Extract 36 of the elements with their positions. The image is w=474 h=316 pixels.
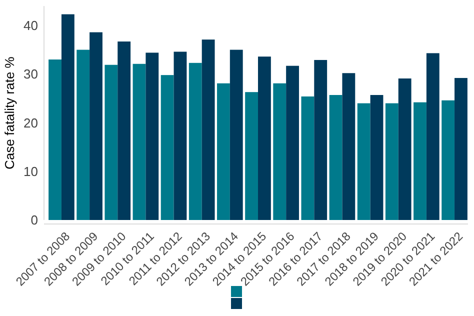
bar [76, 50, 90, 220]
bar [61, 14, 74, 220]
bar [217, 83, 230, 220]
bar [414, 102, 426, 220]
bar [442, 100, 455, 220]
bar [230, 50, 243, 220]
y-tick-label: 10 [24, 164, 38, 179]
bar [454, 78, 468, 220]
y-tick-label: 20 [24, 115, 38, 130]
bar [245, 92, 258, 220]
bar [286, 66, 299, 220]
bar [174, 52, 187, 220]
bar [118, 42, 131, 220]
bar [357, 103, 370, 220]
bar [273, 83, 286, 220]
bar [342, 73, 356, 220]
bar [329, 95, 342, 220]
bar [202, 40, 215, 220]
bar [188, 62, 202, 220]
y-tick-label: 40 [24, 18, 38, 34]
bar [160, 75, 174, 220]
bar [258, 56, 271, 220]
bar [314, 60, 328, 220]
bar [48, 60, 62, 220]
bar [301, 96, 314, 220]
bar [90, 32, 102, 220]
bar [104, 64, 118, 220]
y-tick-label: 0 [30, 212, 38, 228]
bar [146, 52, 159, 220]
bar [398, 78, 412, 220]
y-tick-label: 30 [24, 66, 38, 82]
bar [370, 95, 384, 220]
bar [132, 64, 146, 220]
y-axis-title: Case fatality rate % [2, 56, 17, 170]
bar [426, 53, 440, 220]
bar [385, 103, 398, 220]
